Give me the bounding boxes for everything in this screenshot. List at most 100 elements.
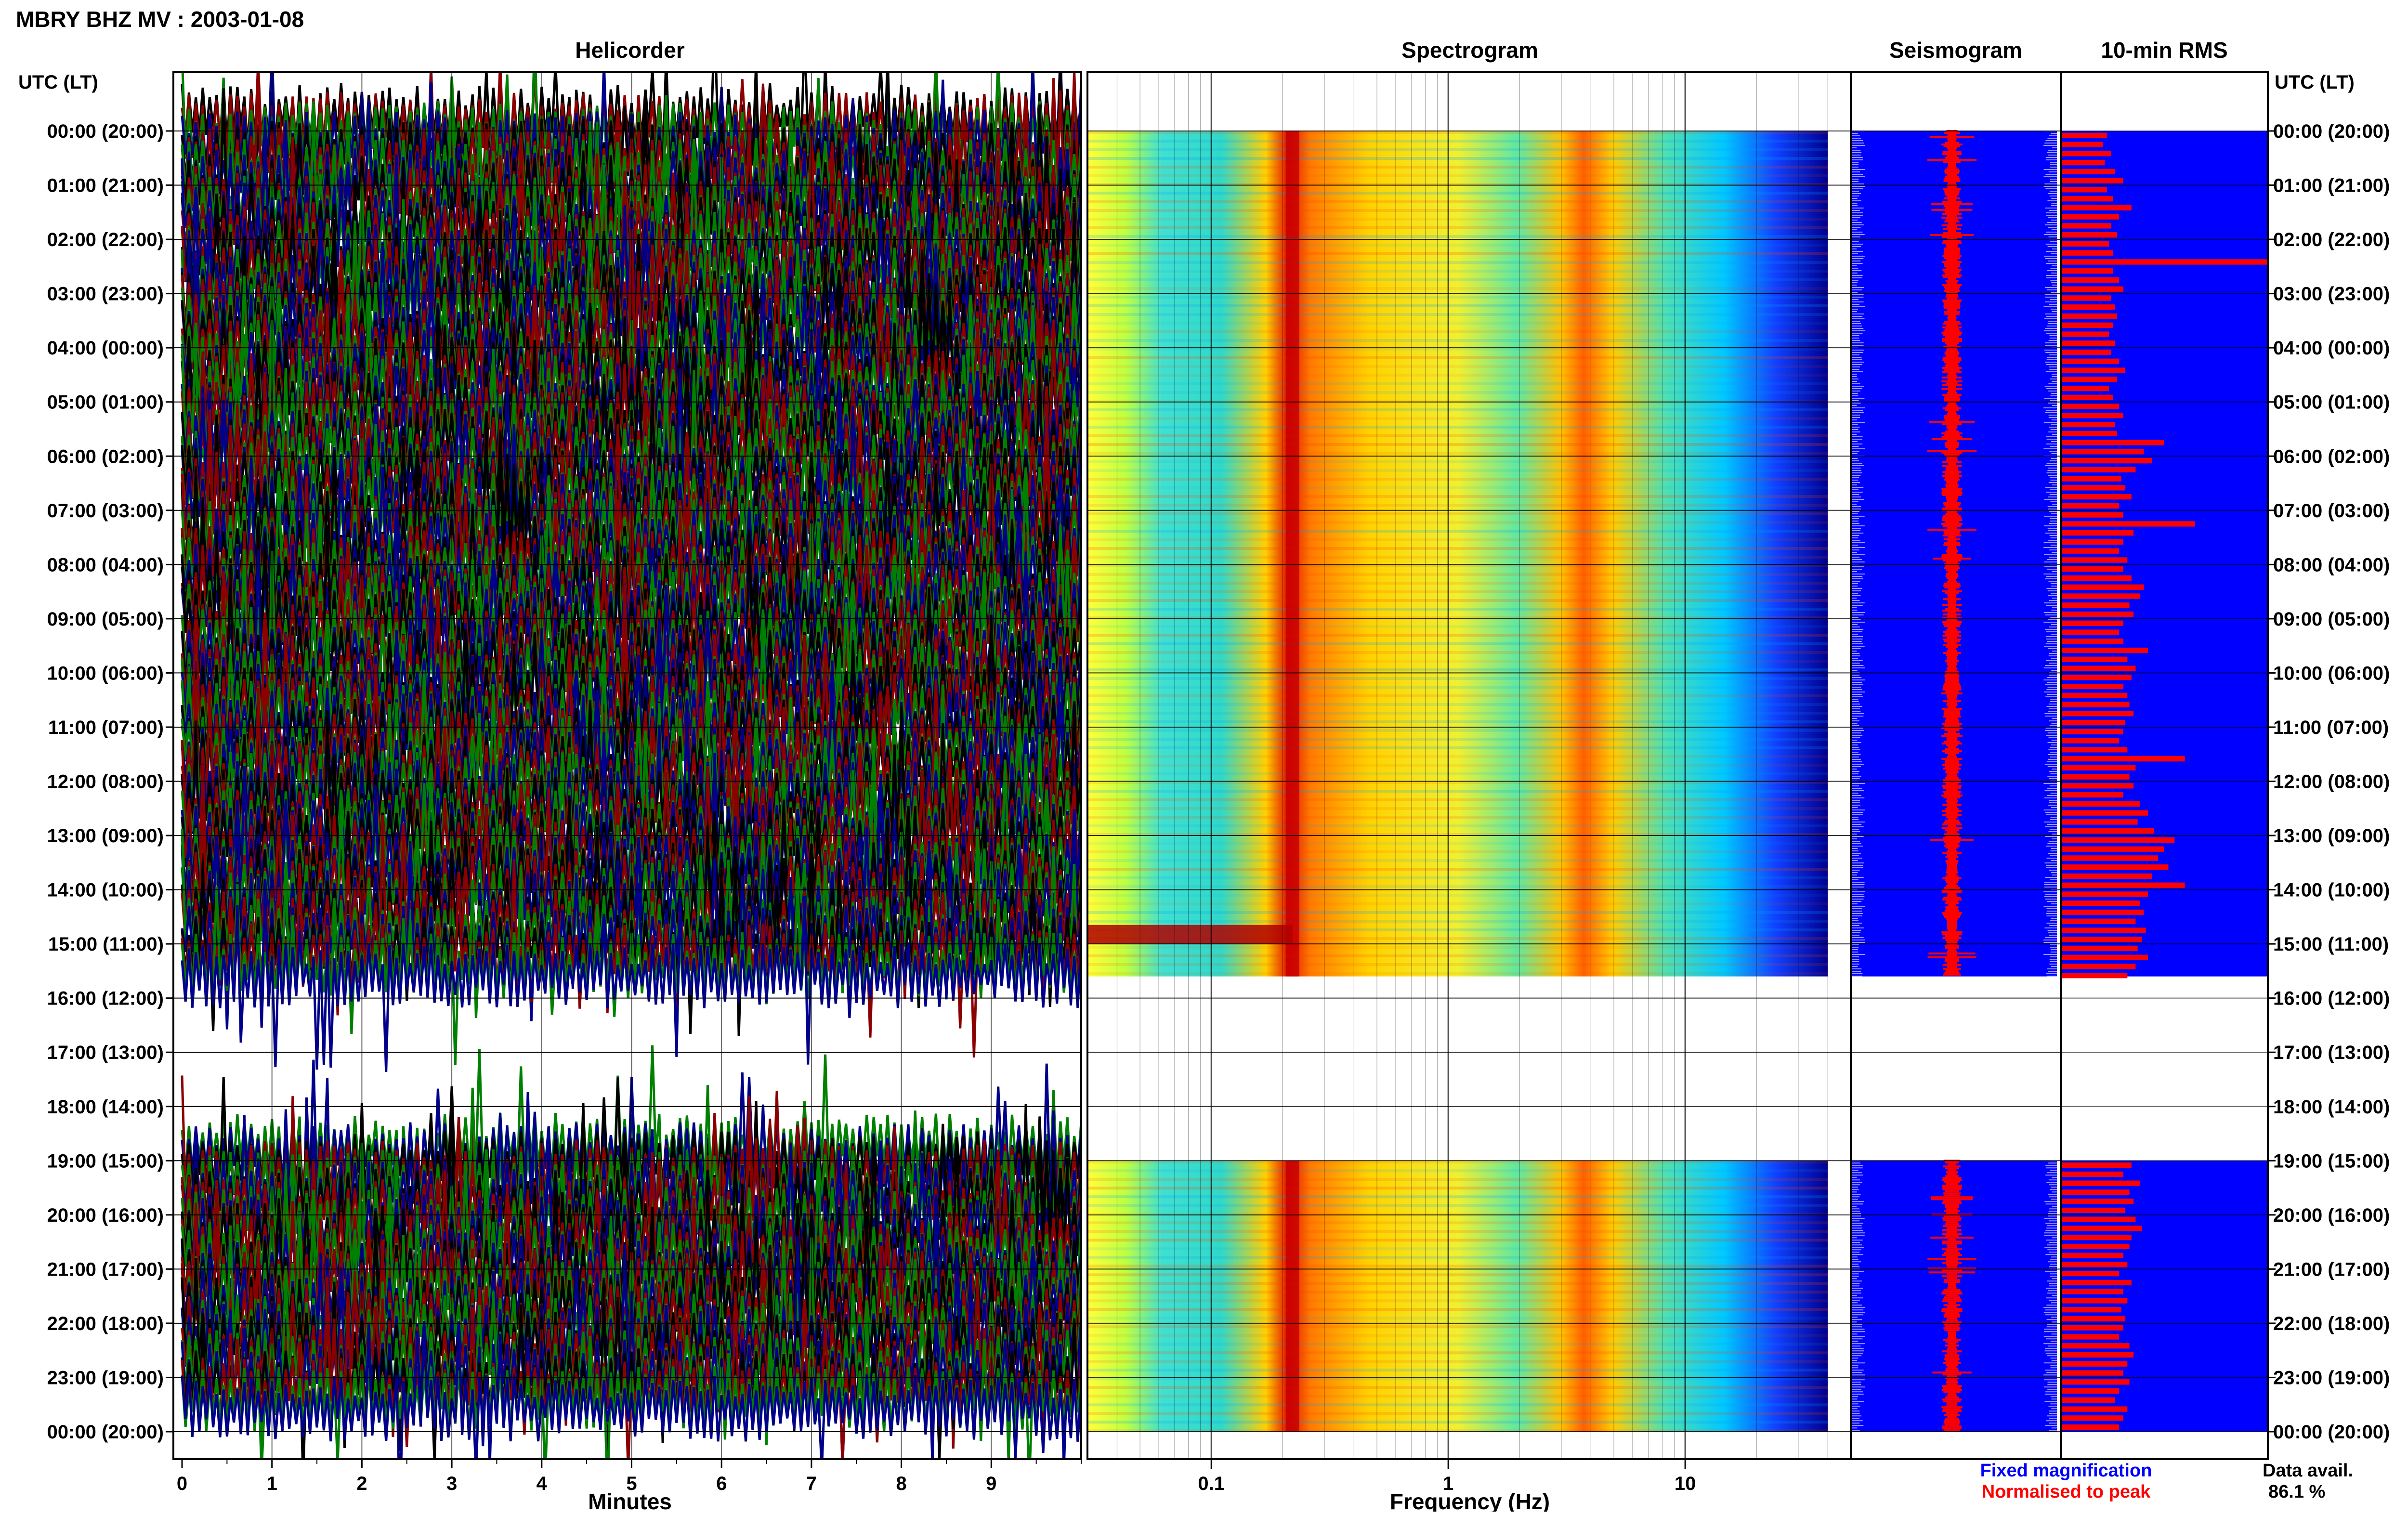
rms-bar	[2062, 873, 2152, 879]
rms-bar	[2062, 756, 2185, 762]
rms-bar	[2062, 1289, 2123, 1294]
right-time-label: 21:00 (17:00)	[2273, 1259, 2390, 1280]
rms-bar	[2062, 901, 2140, 906]
rms-bar	[2062, 602, 2130, 608]
rms-bar	[2062, 214, 2120, 220]
right-time-label: 03:00 (23:00)	[2273, 284, 2390, 305]
spectrogram-row-texture	[1088, 738, 1828, 741]
spectrogram-row-texture	[1088, 1256, 1828, 1259]
rms-bar	[2062, 1424, 2120, 1430]
spectrogram-row-texture	[1088, 1213, 1828, 1216]
right-time-label: 06:00 (02:00)	[2273, 446, 2390, 467]
spectrogram-row-texture	[1088, 920, 1828, 923]
spectrogram-row-texture	[1088, 651, 1828, 654]
spectrogram-row-texture	[1088, 876, 1828, 879]
rms-bar	[2062, 151, 2111, 157]
rms-bar	[2062, 539, 2123, 545]
left-time-label: 23:00 (19:00)	[47, 1367, 164, 1388]
helicorder-x-tick-label: 8	[896, 1473, 906, 1494]
spectrogram-row-texture	[1088, 460, 1828, 463]
spectrogram-row-texture	[1088, 1230, 1828, 1233]
spectrogram-row-texture	[1088, 660, 1828, 663]
spectrogram-row-texture	[1088, 842, 1828, 845]
rms-bar	[2062, 810, 2148, 816]
rms-bar	[2062, 503, 2120, 509]
spectrogram-row-texture	[1088, 478, 1828, 481]
spectrogram-row-texture	[1088, 1403, 1828, 1407]
right-time-label: 12:00 (08:00)	[2273, 771, 2390, 793]
rms-bar	[2062, 485, 2126, 491]
right-time-label: 10:00 (06:00)	[2273, 663, 2390, 684]
rms-bar	[2062, 1361, 2128, 1367]
spectrogram-row-texture	[1088, 304, 1828, 307]
rms-bar	[2062, 421, 2115, 428]
spectrogram-row-texture	[1088, 486, 1828, 489]
rms-bar	[2062, 304, 2115, 310]
rms-bar	[2062, 331, 2109, 337]
spectrogram-row-texture	[1088, 954, 1828, 957]
rms-bar	[2062, 394, 2113, 400]
spectrogram-row-texture	[1088, 166, 1828, 169]
rms-bar	[2062, 1298, 2128, 1304]
spectrogram-row-texture	[1088, 772, 1828, 775]
spectrogram-row-texture	[1088, 824, 1828, 827]
rms-bar	[2062, 1216, 2136, 1222]
right-time-label: 15:00 (11:00)	[2273, 934, 2389, 955]
rms-bar	[2062, 1415, 2123, 1421]
spectrogram-row-texture	[1088, 495, 1828, 498]
rms-bar	[2062, 629, 2120, 635]
rms-bar	[2062, 729, 2123, 734]
panel-frame	[2060, 71, 2269, 1460]
figure-title: MBRY BHZ MV : 2003-01-08	[16, 7, 304, 32]
spectrogram-row-texture	[1088, 512, 1828, 515]
rms-bar	[2062, 295, 2111, 301]
rms-bar	[2062, 1199, 2134, 1204]
rms-bar	[2062, 1171, 2123, 1177]
left-time-label: 15:00 (11:00)	[48, 934, 164, 955]
rms-bar	[2062, 367, 2126, 373]
spectrogram-row-texture	[1088, 313, 1828, 316]
left-time-label: 19:00 (15:00)	[47, 1150, 164, 1172]
rms-bar	[2062, 1162, 2132, 1168]
spectrogram-row-texture	[1088, 790, 1828, 793]
spectrogram-row-texture	[1088, 1273, 1828, 1277]
spectrogram-row-texture	[1088, 1325, 1828, 1329]
left-time-label: 09:00 (05:00)	[47, 609, 164, 630]
rms-bar	[2062, 927, 2146, 933]
rms-bar	[2062, 1334, 2120, 1340]
right-time-label: 19:00 (15:00)	[2273, 1150, 2390, 1172]
rms-bar	[2062, 1235, 2132, 1240]
spectrogram-row-texture	[1088, 1195, 1828, 1199]
spectrogram-row-texture	[1088, 374, 1828, 377]
left-time-label: 17:00 (13:00)	[47, 1042, 164, 1063]
rms-bar	[2062, 1388, 2120, 1394]
spectrogram-x-tick-label: 0.1	[1198, 1473, 1225, 1494]
spectrogram-row-texture	[1088, 1334, 1828, 1337]
rms-bar	[2062, 458, 2152, 464]
spectrogram-row-texture	[1088, 850, 1828, 853]
rms-bar	[2062, 783, 2134, 789]
left-time-label: 12:00 (08:00)	[47, 771, 164, 793]
spectrogram-row-texture	[1088, 391, 1828, 394]
rms-bar	[2062, 566, 2123, 572]
left-time-label: 16:00 (12:00)	[47, 988, 164, 1009]
rms-bar	[2062, 964, 2136, 969]
rms-bar	[2062, 819, 2138, 825]
rms-bar	[2062, 945, 2138, 952]
rms-bar	[2062, 639, 2123, 644]
rms-bar	[2062, 322, 2113, 328]
spectrogram-row-texture	[1088, 278, 1828, 281]
spectrogram-row-texture	[1088, 287, 1828, 290]
spectrogram-row-texture	[1088, 729, 1828, 732]
spectrogram-row-texture	[1088, 417, 1828, 420]
right-time-label: 14:00 (10:00)	[2273, 880, 2390, 901]
rms-bar	[2062, 1243, 2130, 1250]
spectrogram-row-texture	[1088, 1377, 1828, 1381]
right-time-label: 02:00 (22:00)	[2273, 229, 2390, 250]
rms-bar	[2062, 413, 2123, 418]
spectrogram-row-texture	[1088, 928, 1828, 931]
helicorder-plot	[173, 72, 1081, 1459]
rms-bar	[2062, 1325, 2123, 1331]
left-time-axis-header: UTC (LT)	[18, 72, 98, 93]
left-time-label: 07:00 (03:00)	[47, 500, 164, 522]
